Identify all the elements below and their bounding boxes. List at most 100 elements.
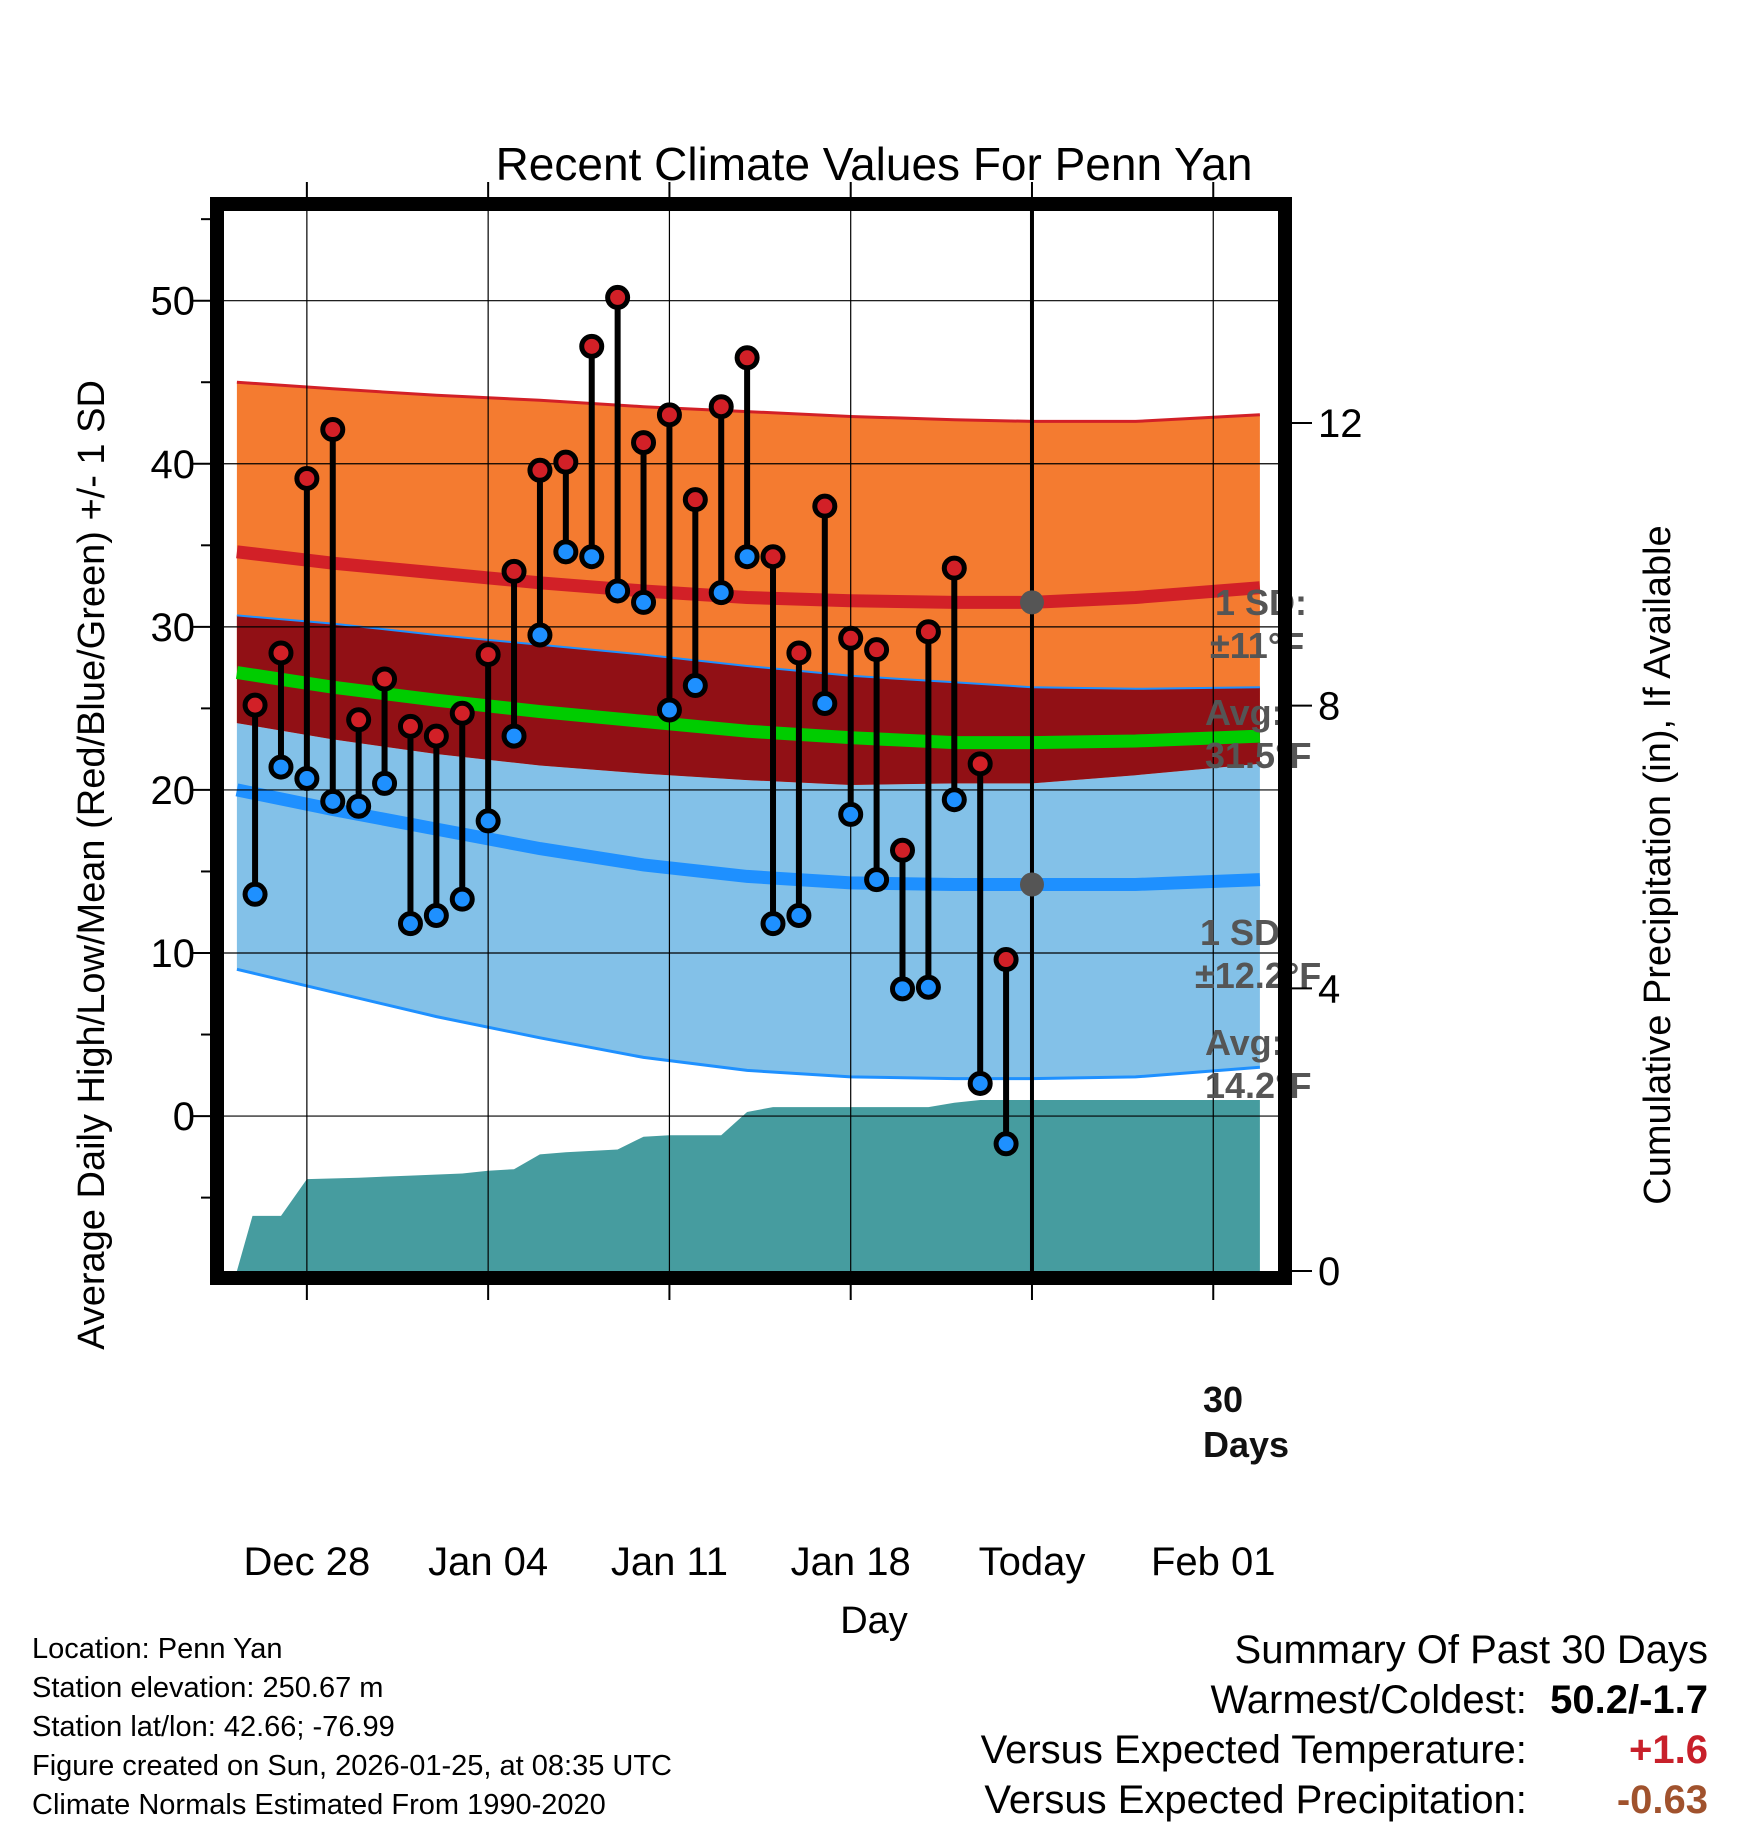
y2-tick-label: 12: [1318, 402, 1363, 446]
days-label-text: Days: [1203, 1424, 1289, 1465]
high-marker: [786, 640, 812, 666]
high-marker: [242, 692, 268, 718]
daily-bar: [423, 723, 449, 928]
low-marker: [553, 539, 579, 565]
y-tick-label: 0: [173, 1095, 195, 1139]
daily-bar: [449, 700, 475, 912]
y2-tick-label: 8: [1318, 685, 1340, 729]
normals-text: Climate Normals Estimated From 1990-2020: [32, 1789, 606, 1821]
low-marker: [320, 788, 346, 814]
low-marker: [656, 697, 682, 723]
low-marker: [786, 902, 812, 928]
high-marker: [838, 625, 864, 651]
daily-bar: [268, 640, 294, 780]
high-marker: [553, 449, 579, 475]
daily-bar: [553, 449, 579, 565]
daily-bar: [915, 619, 941, 1000]
low-marker: [967, 1070, 993, 1096]
high-marker: [812, 493, 838, 519]
low-marker: [475, 808, 501, 834]
high-marker: [527, 457, 553, 483]
low-avg-label: Avg:: [1205, 1022, 1284, 1063]
high-marker: [294, 465, 320, 491]
high-marker: [889, 837, 915, 863]
high-marker: [475, 642, 501, 668]
created-text: Figure created on Sun, 2026-01-25, at 08…: [32, 1750, 672, 1782]
low-marker: [372, 770, 398, 796]
low-marker: [579, 544, 605, 570]
high-marker: [423, 723, 449, 749]
low-marker: [889, 976, 915, 1002]
low-marker: [760, 911, 786, 937]
days-label-number: 30: [1203, 1379, 1243, 1420]
plot-frame: [210, 197, 1292, 1285]
mean-avg-line: [235, 666, 1261, 750]
daily-bar: [527, 457, 553, 648]
low-marker: [993, 1131, 1019, 1157]
high-avg-label: Avg:: [1205, 692, 1284, 733]
daily-bar: [708, 394, 734, 606]
daily-bar: [760, 544, 786, 937]
warm-cold-label: Warmest/Coldest:: [1210, 1678, 1527, 1722]
high-marker: [682, 487, 708, 513]
high-lower-line: [236, 614, 1260, 690]
low-marker: [915, 974, 941, 1000]
elevation-text: Station elevation: 250.67 m: [32, 1672, 384, 1704]
low-marker: [268, 754, 294, 780]
daily-bar: [812, 493, 838, 716]
chart-title: Recent Climate Values For Penn Yan: [496, 138, 1253, 190]
high-avg-dot: [1019, 590, 1044, 615]
y-tick-label: 10: [151, 932, 196, 976]
high-marker: [656, 402, 682, 428]
high-marker: [760, 544, 786, 570]
high-marker: [579, 333, 605, 359]
high-marker: [501, 558, 527, 584]
location-text: Location: Penn Yan: [32, 1633, 283, 1665]
precip-value: -0.63: [1616, 1778, 1708, 1822]
latlon-text: Station lat/lon: 42.66; -76.99: [32, 1711, 395, 1743]
high-marker: [449, 700, 475, 726]
y-axis-label: Average Daily High/Low/Mean (Red/Blue/Gr…: [71, 380, 113, 1350]
daily-bar: [631, 430, 657, 615]
low-marker: [812, 690, 838, 716]
low-sd-value: ±12.2°F: [1195, 955, 1321, 996]
low-marker: [346, 793, 372, 819]
daily-bar: [294, 465, 320, 792]
low-marker: [527, 622, 553, 648]
daily-bar: [941, 555, 967, 813]
daily-bar: [320, 417, 346, 814]
y-tick-label: 50: [151, 280, 196, 324]
daily-bar: [967, 751, 993, 1096]
high-marker: [346, 707, 372, 733]
daily-bar: [242, 692, 268, 907]
x-tick-label: Today: [979, 1540, 1086, 1584]
high-avg-line: [236, 545, 1261, 609]
summary-temp: Versus Expected Temperature: +1.6: [981, 1725, 1708, 1775]
daily-bar: [786, 640, 812, 928]
x-tick-label: Dec 28: [243, 1540, 370, 1584]
daily-bar: [475, 642, 501, 834]
high-marker: [320, 417, 346, 443]
x-tick-label: Jan 04: [428, 1540, 548, 1584]
low-avg-line: [235, 783, 1261, 891]
x-axis-label: Day: [840, 1600, 908, 1642]
daily-bar: [372, 666, 398, 796]
low-marker: [242, 881, 268, 907]
low-marker: [838, 801, 864, 827]
daily-bar: [579, 333, 605, 570]
high-marker: [397, 713, 423, 739]
y2-axis-label: Cumulative Precipitation (in), If Availa…: [1637, 525, 1679, 1204]
low-marker: [449, 886, 475, 912]
high-marker: [708, 394, 734, 420]
y-tick-label: 40: [151, 443, 196, 487]
station-info: Location: Penn Yan Station elevation: 25…: [32, 1630, 672, 1825]
temp-label: Versus Expected Temperature:: [980, 1728, 1527, 1772]
low-marker: [708, 580, 734, 606]
low-sd-label: 1 SD:: [1200, 912, 1292, 953]
low-lower-line: [236, 967, 1261, 1081]
daily-bar: [682, 487, 708, 699]
low-marker: [294, 766, 320, 792]
daily-bar: [734, 345, 760, 570]
high-avg-value: 31.5°F: [1205, 735, 1311, 776]
